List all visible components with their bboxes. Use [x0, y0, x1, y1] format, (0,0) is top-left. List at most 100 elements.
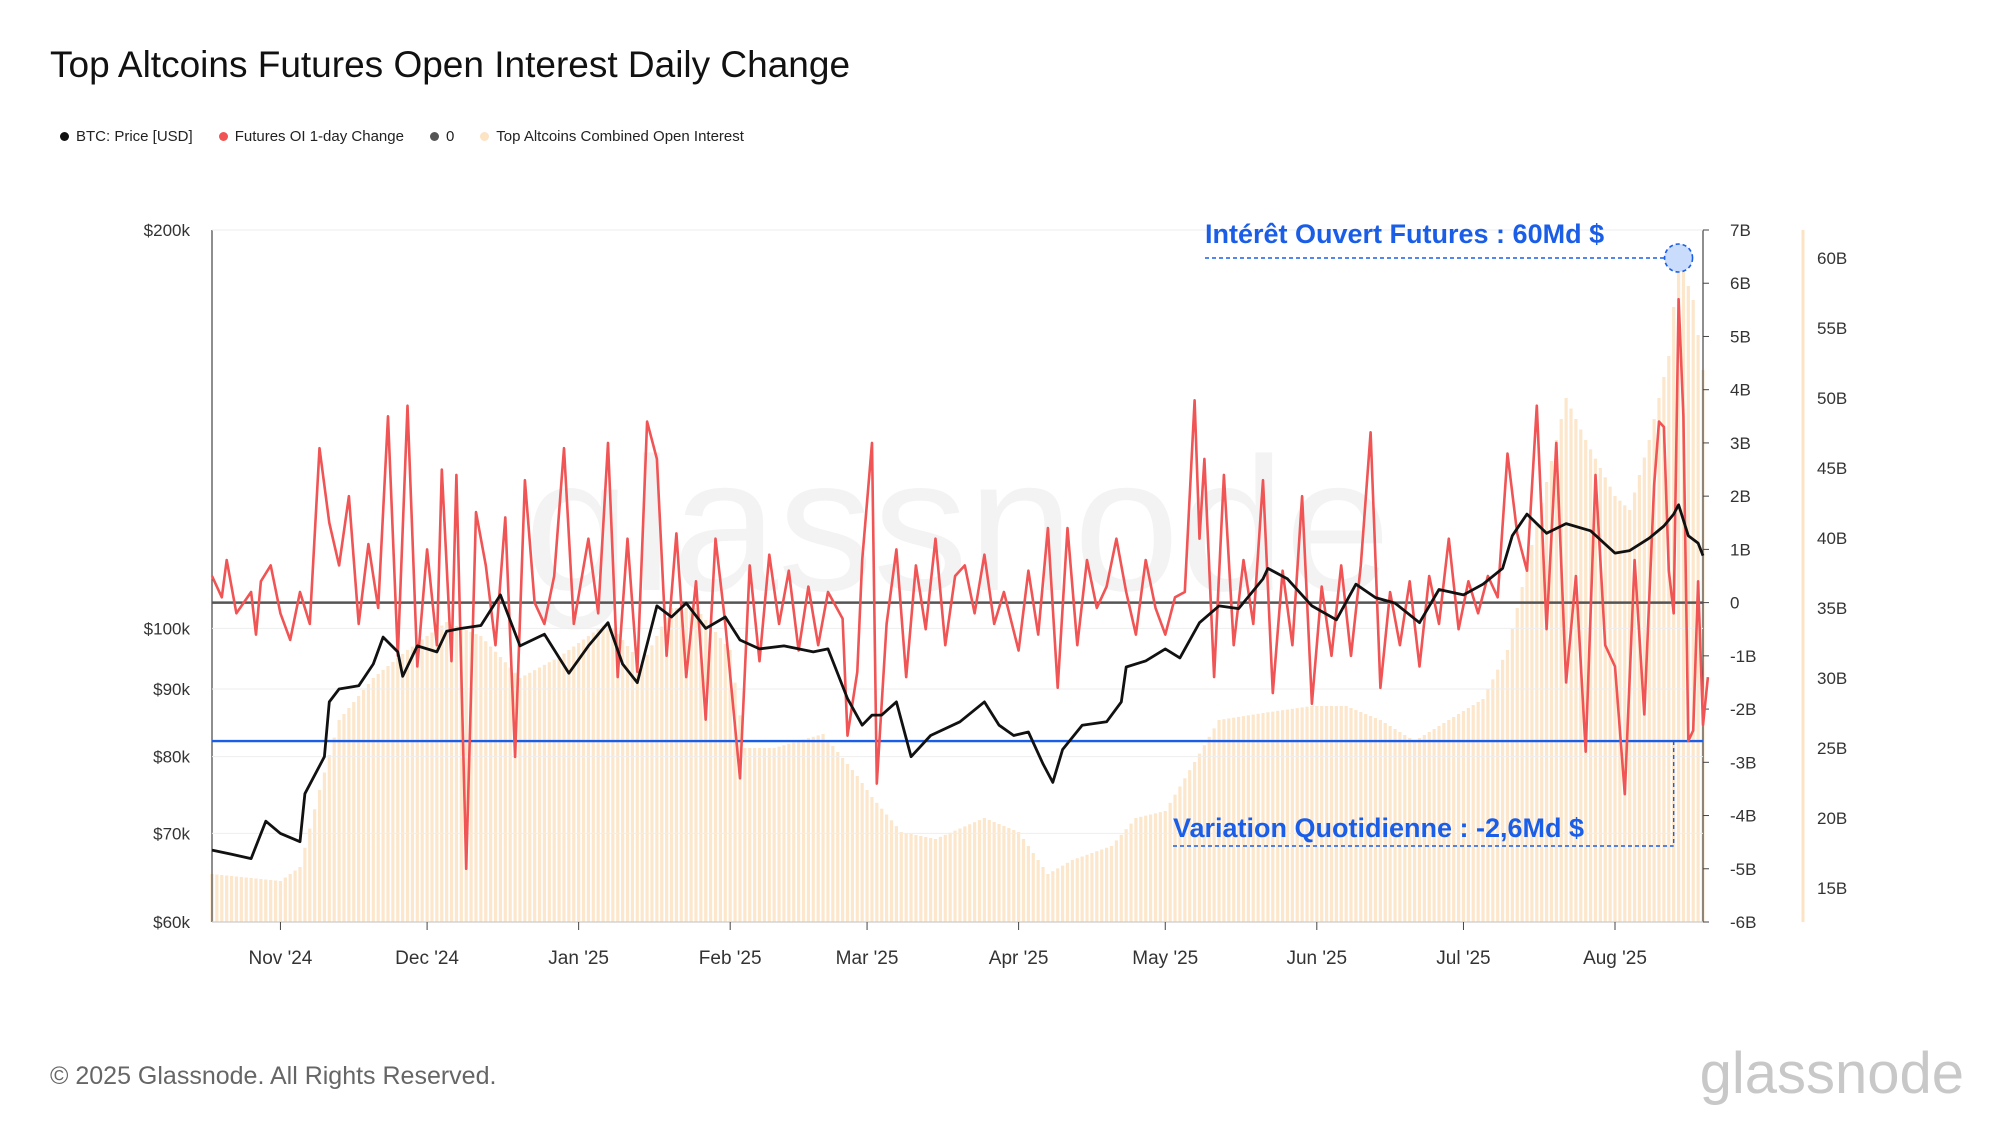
- combined-oi-bar: [1481, 699, 1485, 922]
- combined-oi-bar: [1647, 440, 1651, 922]
- combined-oi-bar: [914, 835, 918, 922]
- combined-oi-bar: [621, 640, 625, 922]
- btc-price-line: [211, 503, 1705, 860]
- combined-oi-bar: [1598, 468, 1602, 922]
- combined-oi-bar: [1031, 853, 1035, 922]
- combined-oi-bar: [425, 636, 429, 922]
- legend-item-combined-oi[interactable]: Top Altcoins Combined Open Interest: [480, 128, 744, 145]
- combined-oi-bar: [459, 628, 463, 922]
- combined-oi-bar: [508, 667, 512, 922]
- legend-label-combined-oi: Top Altcoins Combined Open Interest: [496, 128, 744, 145]
- x-tick-label: May '25: [1132, 948, 1198, 969]
- copyright-footer: © 2025 Glassnode. All Rights Reserved.: [50, 1062, 497, 1090]
- combined-oi-bar: [1344, 706, 1348, 922]
- legend-item-oi-change[interactable]: Futures OI 1-day Change: [218, 128, 404, 145]
- combined-oi-bar: [1217, 720, 1221, 922]
- x-tick-label: Mar '25: [836, 948, 899, 969]
- right2-tick-label: 40B: [1817, 529, 1847, 548]
- combined-oi-bar: [1544, 482, 1549, 922]
- combined-oi-bar: [445, 622, 449, 922]
- combined-oi-bar: [1657, 398, 1661, 922]
- combined-oi-bar: [753, 748, 757, 922]
- combined-oi-bar: [410, 646, 415, 922]
- legend-item-btc[interactable]: BTC: Price [USD]: [60, 128, 193, 145]
- combined-oi-bar: [513, 672, 517, 922]
- combined-oi-bar: [1163, 811, 1167, 922]
- legend-item-zero[interactable]: 0: [429, 128, 454, 145]
- combined-oi-bar: [704, 620, 708, 922]
- combined-oi-bar: [357, 696, 361, 922]
- combined-oi-bar: [1398, 732, 1402, 922]
- left-tick-label: $60k: [153, 913, 190, 932]
- right-tick-label: 4B: [1730, 381, 1751, 400]
- x-tick-label: Apr '25: [989, 948, 1049, 969]
- combined-oi-bar: [1476, 702, 1480, 922]
- combined-oi-bar: [987, 820, 991, 922]
- combined-oi-bar: [1588, 449, 1593, 922]
- right-tick-label: 2B: [1730, 487, 1751, 506]
- combined-oi-bar: [611, 628, 615, 922]
- combined-oi-bar: [1114, 840, 1118, 922]
- combined-oi-bar: [1471, 705, 1475, 922]
- combined-oi-bar: [376, 674, 380, 922]
- combined-oi-bar: [1324, 706, 1329, 922]
- combined-oi-bar: [601, 625, 605, 922]
- combined-oi-bar: [469, 632, 473, 922]
- combined-oi-bar: [616, 634, 620, 922]
- right-tick-label: -4B: [1730, 807, 1756, 826]
- combined-oi-bar: [1178, 786, 1182, 922]
- combined-oi-bar: [1412, 741, 1417, 922]
- combined-oi-bar: [1109, 846, 1114, 922]
- combined-oi-bar: [1554, 440, 1558, 922]
- combined-oi-bar: [977, 820, 982, 922]
- combined-oi-bar: [645, 654, 649, 922]
- combined-oi-bar: [1593, 458, 1598, 922]
- combined-oi-bar: [420, 639, 424, 922]
- combined-oi-bar: [748, 748, 752, 922]
- combined-oi-bar: [933, 839, 938, 922]
- combined-oi-bar: [963, 826, 967, 922]
- combined-oi-bar: [503, 662, 507, 922]
- combined-oi-bar: [259, 879, 263, 922]
- combined-oi-bar: [537, 667, 542, 922]
- combined-oi-bar: [352, 702, 356, 922]
- combined-oi-bar: [1266, 712, 1270, 922]
- combined-oi-bar: [596, 629, 600, 922]
- combined-oi-bar: [958, 828, 962, 922]
- combined-oi-bar: [1310, 706, 1314, 922]
- combined-oi-bar: [479, 636, 483, 922]
- combined-oi-bar: [1329, 706, 1334, 922]
- combined-oi-bar: [1427, 732, 1431, 922]
- combined-oi-bar: [1007, 828, 1011, 922]
- combined-oi-bar: [557, 657, 561, 922]
- combined-oi-bar: [293, 870, 297, 922]
- combined-oi-bar: [1628, 510, 1632, 922]
- combined-oi-bar: [1085, 854, 1089, 922]
- combined-oi-bar: [220, 875, 224, 922]
- combined-oi-bar: [1613, 496, 1617, 922]
- right2-tick-label: 25B: [1817, 739, 1847, 758]
- combined-oi-bar: [1359, 712, 1363, 922]
- combined-oi-bar: [660, 626, 664, 922]
- combined-oi-bar: [1236, 716, 1241, 922]
- combined-oi-bar: [1637, 475, 1642, 922]
- combined-oi-bar: [1535, 524, 1539, 922]
- combined-oi-bar: [1065, 862, 1070, 922]
- combined-oi-bar: [1549, 461, 1554, 922]
- combined-oi-bar: [767, 748, 771, 922]
- combined-oi-bar: [1315, 706, 1319, 922]
- combined-oi-bar: [635, 658, 639, 922]
- combined-oi-bar: [493, 651, 498, 922]
- combined-oi-bar: [1212, 728, 1216, 922]
- x-tick-label: Jan '25: [548, 948, 609, 969]
- combined-oi-bar: [449, 624, 454, 922]
- combined-oi-bar: [1417, 738, 1422, 922]
- combined-oi-bar: [518, 678, 522, 922]
- combined-oi-bar: [1197, 753, 1202, 922]
- combined-oi-bar: [845, 764, 850, 922]
- combined-oi-bar: [401, 654, 405, 922]
- combined-oi-bar: [713, 632, 718, 922]
- combined-oi-bar: [342, 714, 346, 922]
- combined-oi-bar: [1422, 735, 1426, 922]
- right2-tick-label: 30B: [1817, 669, 1847, 688]
